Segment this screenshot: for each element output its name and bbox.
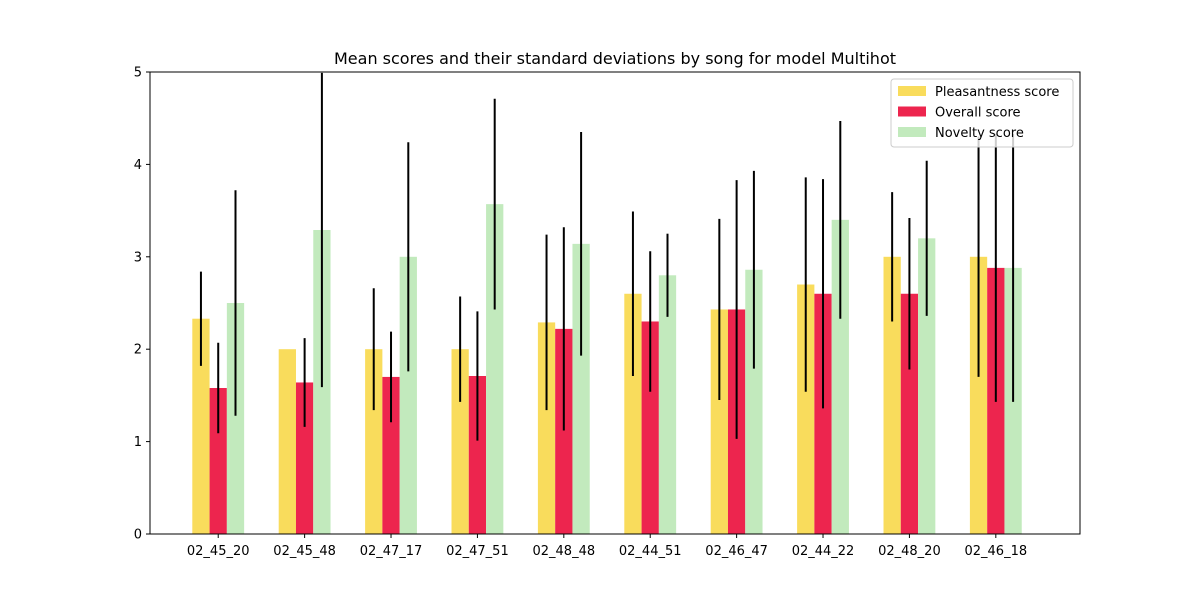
- bar-series-2-02_45_48: [295, 382, 314, 534]
- y-tick-label: 2: [134, 343, 142, 358]
- x-tick-label: 02_46_18: [964, 544, 1027, 559]
- legend-swatch-series-3: [898, 127, 926, 137]
- bar-series-1-02_47_17: [365, 349, 383, 534]
- bar-series-3-02_48_20: [918, 238, 936, 534]
- bar-series-3-02_47_51: [486, 204, 504, 534]
- x-tick-label: 02_48_20: [878, 544, 941, 559]
- bar-series-2-02_44_22: [814, 293, 832, 534]
- bar-series-1-02_45_48: [278, 349, 296, 534]
- x-tick-label: 02_45_48: [273, 544, 336, 559]
- bar-series-3-02_47_17: [399, 256, 417, 534]
- x-tick-label: 02_45_20: [187, 544, 250, 559]
- bar-series-1-02_48_48: [537, 322, 556, 534]
- error-bars-layer: [199, 72, 1015, 441]
- legend-swatch-series-1: [898, 86, 926, 96]
- x-tick-label: 02_44_22: [792, 544, 855, 559]
- bar-series-2-02_45_20: [209, 388, 227, 534]
- x-tick-label: 02_46_47: [705, 544, 768, 559]
- y-tick-label: 5: [134, 66, 142, 81]
- bar-series-2-02_48_20: [900, 293, 919, 534]
- bar-series-3-02_46_47: [745, 269, 763, 534]
- bar-series-2-02_47_17: [382, 376, 400, 534]
- bar-series-2-02_47_51: [468, 375, 487, 534]
- bar-series-3-02_44_22: [831, 219, 849, 534]
- x-tick-label: 02_47_17: [360, 544, 423, 559]
- legend-label-series-2: Overall score: [935, 106, 1021, 121]
- bar-series-1-02_44_51: [624, 293, 642, 534]
- plot-frame: [149, 71, 1081, 535]
- x-tick-label: 02_44_51: [619, 544, 682, 559]
- legend: Pleasantness score Overall score Novelty s…: [890, 78, 1074, 148]
- y-tick-label: 1: [134, 435, 142, 450]
- y-axis: 0 1 2 3 4 5: [134, 66, 150, 543]
- bar-series-3-02_44_51: [658, 275, 677, 534]
- bar-series-1-02_48_20: [883, 256, 901, 534]
- bar-series-1-02_46_47: [710, 309, 728, 534]
- x-tick-label: 02_48_48: [532, 544, 595, 559]
- bar-series-2-02_48_48: [555, 328, 573, 534]
- y-tick-label: 4: [134, 158, 142, 173]
- legend-box: [890, 78, 1074, 148]
- bar-series-1-02_46_18: [969, 256, 988, 534]
- bar-series-1-02_47_51: [451, 349, 469, 534]
- x-axis: 02_45_20 02_45_48 02_47_17 02_47_51 02_48_48…: [187, 534, 1027, 559]
- chart-title: Mean scores and their standard deviation…: [334, 49, 896, 68]
- legend-swatch-series-2: [898, 106, 926, 117]
- bar-series-3-02_48_48: [572, 243, 590, 534]
- legend-label-series-1: Pleasantness score: [935, 85, 1059, 100]
- bars-layer: [192, 204, 1022, 534]
- x-tick-label: 02_47_51: [446, 544, 509, 559]
- bar-series-1-02_45_20: [192, 318, 210, 534]
- y-tick-label: 0: [134, 528, 142, 543]
- y-tick-label: 3: [134, 250, 142, 265]
- bar-series-1-02_44_22: [797, 284, 815, 534]
- bar-series-2-02_44_51: [641, 321, 659, 534]
- legend-label-series-3: Novelty score: [935, 126, 1024, 141]
- bar-series-3-02_45_20: [226, 303, 245, 534]
